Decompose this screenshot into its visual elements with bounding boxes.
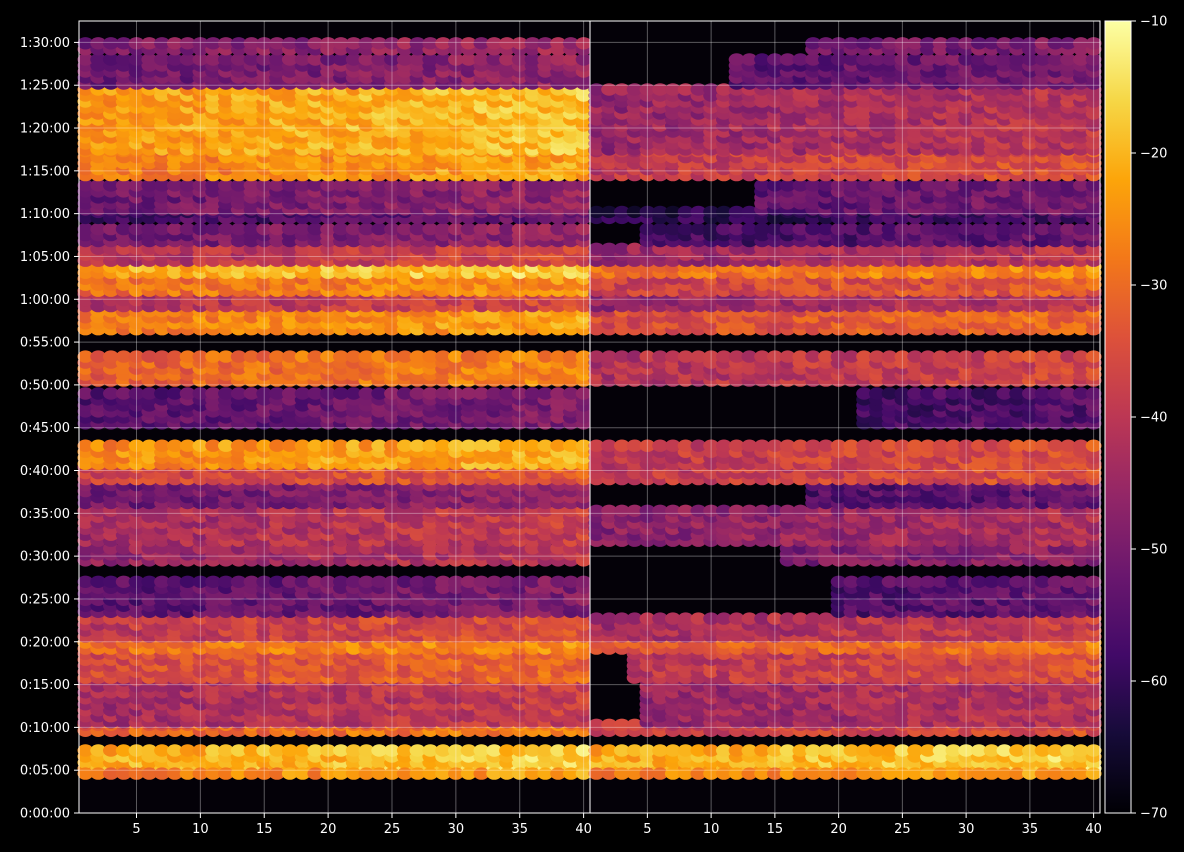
heat-cell — [396, 744, 413, 757]
heat-cell — [562, 767, 579, 780]
heat-cell — [205, 744, 222, 757]
heat-cell — [230, 767, 247, 780]
heat-cell — [166, 744, 183, 757]
heat-cell — [575, 767, 592, 780]
heat-cell — [435, 767, 451, 780]
heat-cell — [192, 744, 209, 757]
heat-cell — [141, 744, 158, 757]
heatmap-panel-2 — [588, 21, 1102, 813]
heat-cell — [524, 767, 541, 780]
heat-cell — [550, 744, 566, 757]
heat-cell — [281, 767, 298, 780]
heat-cell — [294, 767, 311, 780]
heat-cell — [371, 767, 388, 780]
heat-cell — [218, 767, 234, 780]
heat-cell — [537, 767, 554, 780]
heat-cell — [141, 767, 158, 780]
heat-cell — [192, 767, 209, 780]
heat-cell — [473, 744, 490, 757]
heatmap-panel-1 — [77, 21, 592, 813]
heat-cell — [371, 744, 388, 757]
heat-cell — [281, 744, 298, 757]
heat-cell — [320, 744, 336, 757]
heat-cell — [320, 767, 336, 780]
heat-cell — [460, 767, 477, 780]
heat-cell — [511, 744, 528, 757]
heat-cell — [103, 767, 119, 780]
heat-cell — [90, 744, 107, 757]
heat-cell — [396, 767, 413, 780]
heat-cell — [511, 767, 528, 780]
heat-cell — [205, 767, 222, 780]
heat-cell — [409, 767, 426, 780]
heat-cell — [256, 767, 273, 780]
heat-cell — [345, 767, 362, 780]
heat-cell — [243, 767, 260, 780]
heat-cell — [448, 744, 464, 757]
heat-cell — [384, 767, 400, 780]
heat-cell — [486, 744, 503, 757]
heat-cell — [550, 767, 566, 780]
heat-cell — [256, 744, 273, 757]
heat-cell — [422, 767, 439, 780]
heat-cell — [562, 744, 579, 757]
heat-cell — [486, 767, 503, 780]
heat-cell — [128, 744, 145, 757]
heat-cell — [90, 767, 107, 780]
heat-cell — [243, 744, 260, 757]
heat-cell — [473, 767, 490, 780]
heat-cell — [154, 744, 170, 757]
heat-cell — [115, 767, 132, 780]
heat-cell — [103, 744, 119, 757]
heat-cell — [230, 744, 247, 757]
heat-cell — [218, 744, 234, 757]
heat-cell — [115, 744, 132, 757]
heat-cell — [154, 767, 170, 780]
heat-cell — [294, 744, 311, 757]
heat-cell — [307, 767, 324, 780]
heat-cell — [269, 744, 285, 757]
heat-cell — [524, 744, 541, 757]
heat-cell — [460, 744, 477, 757]
heat-cell — [435, 744, 451, 757]
heat-cell — [269, 767, 285, 780]
heat-cell — [537, 744, 554, 757]
heat-cell — [77, 744, 94, 757]
heat-cell — [358, 767, 375, 780]
heat-cell — [333, 744, 349, 757]
heat-cell — [179, 767, 196, 780]
heat-cell — [499, 744, 515, 757]
heat-cell — [384, 744, 400, 757]
heat-cell — [409, 744, 426, 757]
heat-cell — [179, 744, 196, 757]
heat-cell — [448, 767, 464, 780]
heat-cell — [333, 767, 349, 780]
heat-cell — [77, 767, 94, 780]
heat-cell — [499, 767, 515, 780]
heat-cell — [358, 744, 375, 757]
heat-cell — [422, 744, 439, 757]
heat-cell — [128, 767, 145, 780]
heat-cell — [307, 744, 324, 757]
heat-cell — [166, 767, 183, 780]
heat-cell — [345, 744, 362, 757]
heat-cell — [575, 744, 592, 757]
